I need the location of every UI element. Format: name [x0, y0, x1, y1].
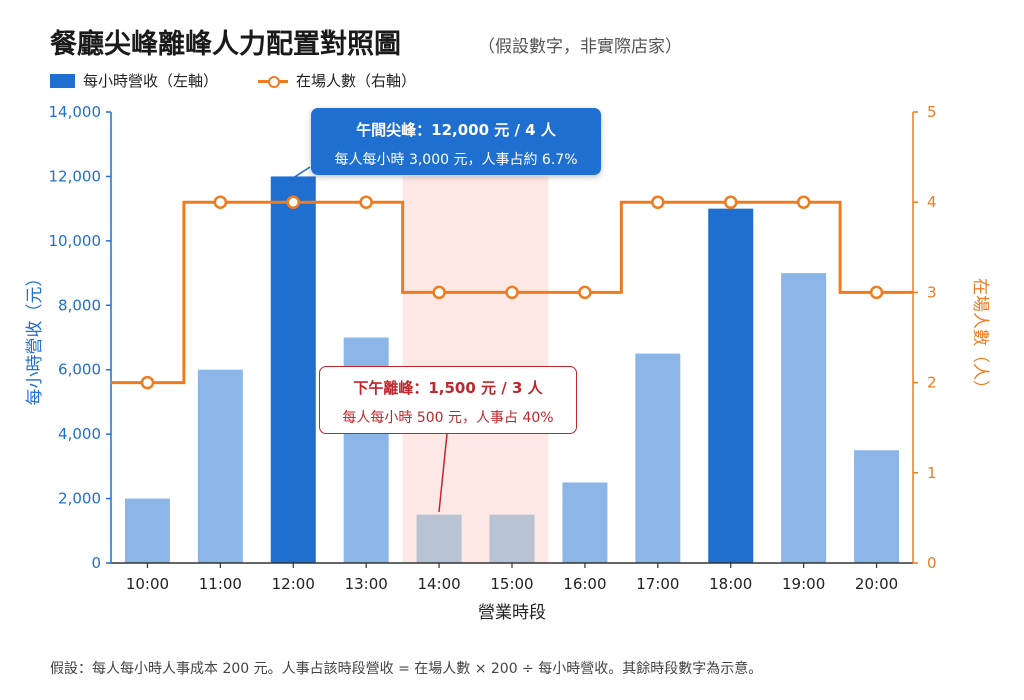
legend: 每小時營收（左軸） 在場人數（右軸） — [50, 70, 456, 91]
bar-16:00 — [562, 482, 608, 563]
y-right-tick-label: 3 — [927, 283, 937, 301]
x-tick-label: 18:00 — [709, 575, 752, 593]
y-left-tick-label: 4,000 — [58, 425, 101, 443]
staff-point-13:00 — [359, 195, 373, 209]
y-left-tick-label: 6,000 — [58, 361, 101, 379]
y-left-tick-label: 8,000 — [58, 296, 101, 314]
y-right-tick-label: 4 — [927, 193, 937, 211]
legend-line-swatch — [258, 74, 289, 88]
x-tick-label: 19:00 — [782, 575, 825, 593]
staff-point-11:00 — [213, 195, 228, 209]
staff-point-15:00 — [505, 285, 519, 300]
y-right-tick-label: 2 — [927, 374, 937, 392]
callout-offpeak-title: 下午離峰：1,500 元 / 3 人 — [353, 379, 543, 397]
callout-peak-pointer — [292, 166, 311, 179]
x-axis-title: 營業時段 — [478, 603, 546, 623]
callout-peak-title: 午間尖峰：12,000 元 / 4 人 — [356, 121, 556, 139]
y-left-tick-label: 0 — [91, 554, 101, 572]
x-tick-label: 11:00 — [199, 575, 242, 593]
bar-15:00 — [489, 514, 535, 563]
staff-point-16:00 — [578, 285, 592, 300]
legend-bar-swatch — [50, 73, 75, 88]
x-tick-label: 12:00 — [272, 575, 315, 593]
staff-point-14:00 — [432, 285, 446, 300]
x-tick-label: 13:00 — [345, 575, 388, 593]
bar-19:00 — [781, 273, 827, 563]
y-right-tick-label: 0 — [927, 554, 937, 572]
legend-item-staff: 在場人數（右軸） — [258, 70, 416, 91]
y-right-tick-label: 1 — [927, 464, 937, 482]
y-axis-left-title: 每小時營收（元） — [25, 270, 45, 406]
y-left-tick-label: 2,000 — [58, 490, 101, 508]
bar-12:00 — [270, 176, 316, 563]
y-left-tick-label: 10,000 — [49, 232, 102, 250]
callout-offpeak-pointer — [438, 433, 448, 513]
staff-point-19:00 — [796, 195, 811, 209]
staff-point-17:00 — [651, 195, 665, 209]
legend-item-revenue: 每小時營收（左軸） — [50, 70, 218, 91]
legend-label-staff: 在場人數（右軸） — [296, 72, 417, 90]
chart-title: 餐廳尖峰離峰人力配置對照圖 — [50, 29, 401, 60]
bar-10:00 — [124, 498, 170, 563]
staff-point-10:00 — [140, 375, 155, 390]
legend-label-revenue: 每小時營收（左軸） — [83, 72, 219, 90]
callout-offpeak-sub: 每人每小時 500 元，人事占 40% — [342, 410, 554, 426]
x-tick-label: 20:00 — [855, 575, 898, 593]
callout-peak: 午間尖峰：12,000 元 / 4 人 每人每小時 3,000 元，人事占約 6… — [311, 108, 601, 175]
chart-subtitle: （假設數字，非實際店家） — [478, 37, 682, 57]
y-left-tick-label: 14,000 — [49, 103, 102, 121]
x-tick-label: 15:00 — [490, 575, 533, 593]
staff-point-20:00 — [869, 285, 884, 300]
bar-11:00 — [197, 369, 243, 563]
bar-17:00 — [635, 353, 681, 563]
y-left-tick-label: 12,000 — [49, 167, 102, 185]
x-tick-label: 16:00 — [563, 575, 606, 593]
staff-point-12:00 — [286, 195, 301, 209]
x-tick-label: 14:00 — [417, 575, 460, 593]
bar-18:00 — [708, 208, 754, 563]
bar-20:00 — [854, 450, 900, 563]
staff-point-18:00 — [723, 195, 738, 209]
callout-offpeak: 下午離峰：1,500 元 / 3 人 每人每小時 500 元，人事占 40% — [319, 366, 577, 434]
footnote: 假設：每人每小時人事成本 200 元。人事占該時段營收 = 在場人數 × 200… — [50, 661, 763, 677]
x-tick-label: 10:00 — [126, 575, 169, 593]
callout-peak-sub: 每人每小時 3,000 元，人事占約 6.7% — [334, 152, 578, 168]
y-axis-right-title: 在場人數（人） — [970, 278, 990, 397]
y-right-tick-label: 5 — [927, 103, 937, 121]
bar-14:00 — [416, 514, 462, 563]
x-tick-label: 17:00 — [636, 575, 679, 593]
